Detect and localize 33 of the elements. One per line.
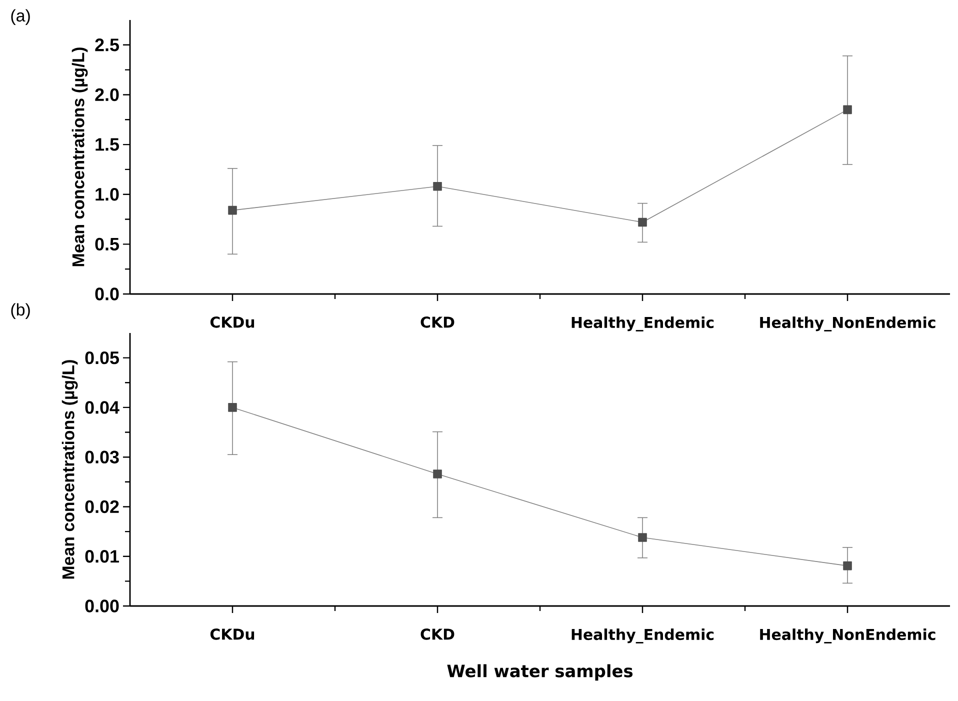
text: (b) (11, 303, 30, 319)
point (228, 206, 237, 215)
point (638, 533, 647, 542)
y-axis-title: Mean concentrations (µg/L) (72, 48, 88, 266)
x-axis-title: Well water samples (447, 664, 633, 681)
x-tick-label: CKDu (210, 628, 254, 640)
y-tick-label: 2.0 (95, 88, 119, 102)
point (843, 561, 852, 570)
y-tick-label: 1.5 (96, 138, 119, 151)
x-tick-label: CKD (420, 628, 454, 640)
x-tick-label: Healthy_NonEndemic (760, 316, 936, 332)
x-tick-label: CKDu (210, 316, 254, 328)
x-tick-label: Healthy_Endemic (572, 316, 714, 332)
point (433, 182, 442, 191)
point (228, 403, 237, 412)
y-tick-label: 0.5 (95, 238, 119, 251)
y-tick-label: 0.02 (85, 500, 119, 514)
y-tick-label: 2.5 (95, 38, 119, 52)
y-tick-label: 0.00 (85, 600, 119, 612)
x-tick-label: Healthy_Endemic (572, 628, 714, 644)
y-tick-label: 0.04 (85, 401, 120, 414)
y-tick-label: 0.0 (95, 288, 119, 300)
text: (a) (11, 9, 30, 25)
point (843, 105, 852, 114)
y-tick-label: 0.05 (85, 351, 119, 364)
y-tick-label: 0.03 (85, 450, 119, 464)
x-tick-label: CKD (420, 316, 454, 328)
y-tick-label: 1.0 (96, 188, 119, 201)
y-tick-label: 0.01 (85, 550, 119, 563)
y-axis-title: Mean concentrations (µg/L) (62, 360, 78, 579)
x-tick-label: Healthy_NonEndemic (760, 628, 936, 644)
point (638, 218, 647, 227)
point (433, 470, 442, 478)
